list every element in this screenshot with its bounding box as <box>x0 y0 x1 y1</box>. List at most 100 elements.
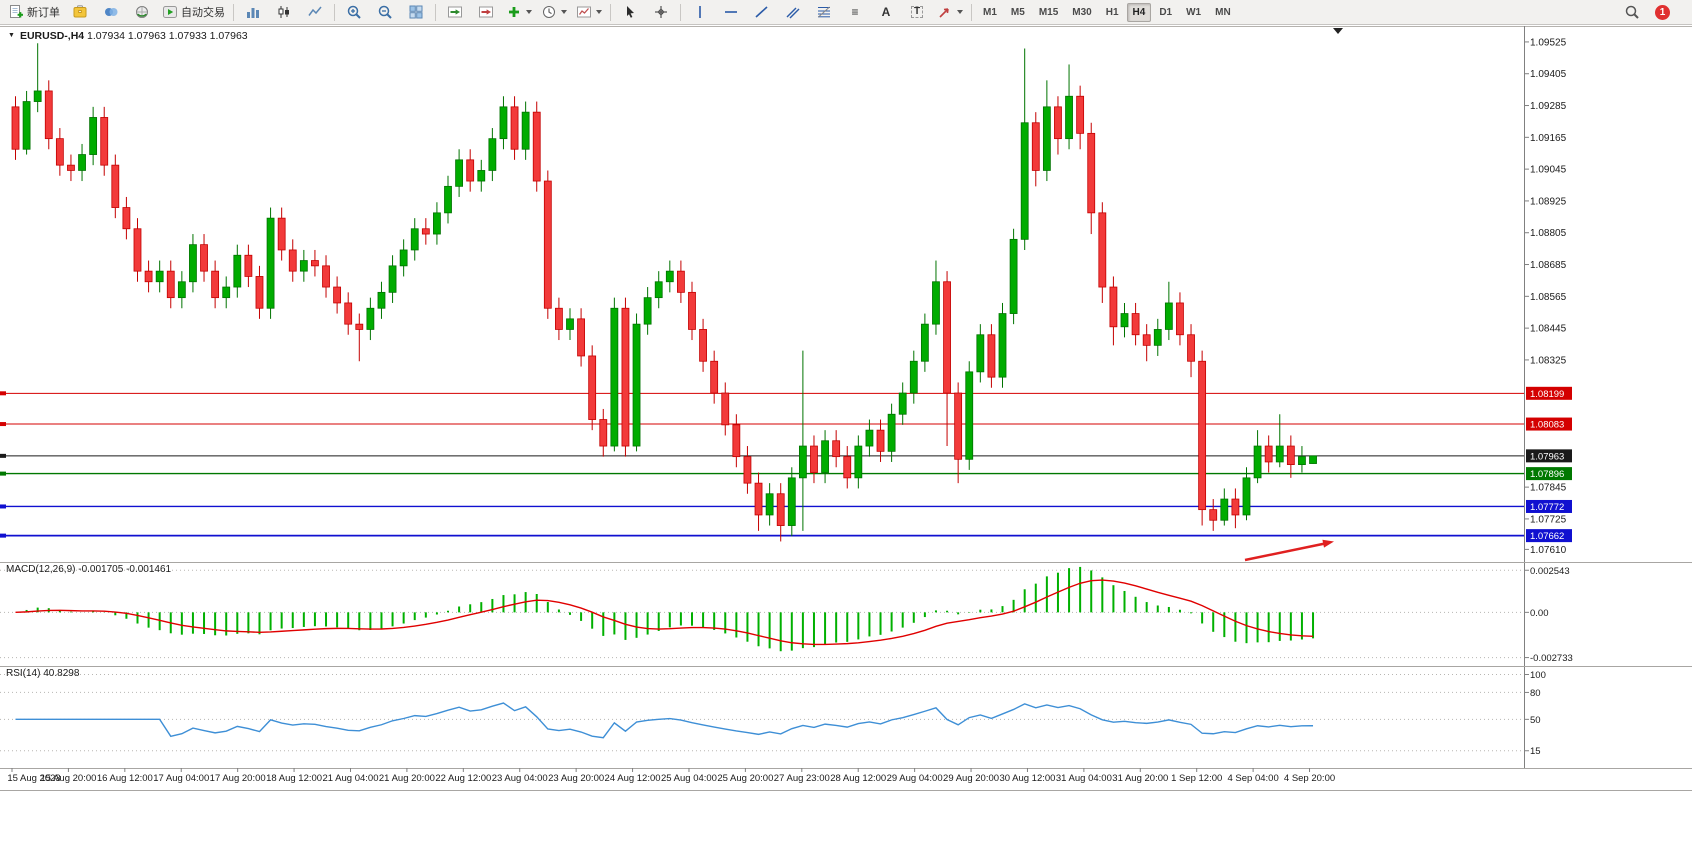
arrow-object-icon <box>939 8 949 18</box>
text-label-tool-button[interactable]: T <box>902 1 932 24</box>
svg-text:1.08805: 1.08805 <box>1530 228 1567 239</box>
crosshair-button[interactable] <box>646 1 676 24</box>
svg-text:1.07963: 1.07963 <box>1530 451 1564 462</box>
horizontal-line-icon <box>725 11 737 13</box>
svg-text:1.07610: 1.07610 <box>1530 545 1567 556</box>
symbol-dropdown-icon[interactable]: ▼ <box>8 32 15 39</box>
svg-text:15 Aug 2023: 15 Aug 2023 <box>7 773 60 784</box>
autoscroll-icon <box>448 6 462 18</box>
svg-text:1.09405: 1.09405 <box>1530 69 1567 80</box>
svg-text:17 Aug 04:00: 17 Aug 04:00 <box>153 773 209 784</box>
trend-arrow-annotation[interactable] <box>1244 539 1334 562</box>
svg-text:80: 80 <box>1530 688 1541 699</box>
candlestick-chart-icon <box>278 6 289 18</box>
toolbar-separator <box>233 3 234 21</box>
grid-tool-button[interactable]: ≡ <box>840 1 870 24</box>
trendline-tool-button[interactable] <box>747 1 777 24</box>
timeframe-button-w1[interactable]: W1 <box>1186 6 1202 18</box>
rsi-indicator-label: RSI(14) 40.8298 <box>6 668 79 679</box>
svg-text:1.07772: 1.07772 <box>1530 502 1564 513</box>
globe-icon <box>136 6 148 18</box>
toolbar-separator <box>971 3 972 21</box>
svg-text:1.09045: 1.09045 <box>1530 165 1567 176</box>
fibonacci-icon <box>818 6 830 18</box>
main-toolbar: 新订单 自动交易 <box>0 0 1692 25</box>
autoscroll-button[interactable] <box>440 1 470 24</box>
timeframe-button-mn[interactable]: MN <box>1215 6 1231 18</box>
vertical-line-tool-button[interactable] <box>685 1 715 24</box>
svg-text:1.08925: 1.08925 <box>1530 196 1567 207</box>
market-button[interactable] <box>65 1 95 24</box>
market-icon <box>73 5 87 18</box>
chart-shift-button[interactable] <box>471 1 501 24</box>
svg-text:28 Aug 12:00: 28 Aug 12:00 <box>830 773 886 784</box>
mql5-button[interactable] <box>127 1 157 24</box>
timeframe-button-h1[interactable]: H1 <box>1105 6 1119 18</box>
chart-shift-marker[interactable] <box>1333 28 1343 34</box>
templates-button[interactable] <box>572 1 606 24</box>
macd-panel: 0.002543 0.00 -0.002733 <box>0 566 1573 664</box>
autotrading-icon <box>163 6 177 18</box>
svg-text:1.08685: 1.08685 <box>1530 260 1567 271</box>
svg-text:-0.002733: -0.002733 <box>1530 653 1573 664</box>
candlestick-chart-button[interactable] <box>269 1 299 24</box>
timeframe-button-m15[interactable]: M15 <box>1038 6 1059 18</box>
bar-chart-button[interactable] <box>238 1 268 24</box>
timeframe-button-m1[interactable]: M1 <box>983 6 997 18</box>
notification-badge[interactable]: 1 <box>1655 4 1670 20</box>
community-button[interactable] <box>96 1 126 24</box>
autotrading-button[interactable]: 自动交易 <box>158 1 229 24</box>
search-button[interactable] <box>1617 1 1647 24</box>
timeframe-button-d1[interactable]: D1 <box>1159 6 1173 18</box>
text-tool-button[interactable]: A <box>871 1 901 24</box>
arrows-tool-button[interactable] <box>933 1 967 24</box>
toolbar-separator <box>610 3 611 21</box>
svg-text:15: 15 <box>1530 746 1541 757</box>
zoom-in-button[interactable] <box>339 1 369 24</box>
indicators-button[interactable] <box>502 1 536 24</box>
search-icon <box>1625 5 1639 19</box>
macd-values: -0.001705 -0.001461 <box>78 564 172 575</box>
toolbar-right-group: 1 <box>1617 1 1670 24</box>
cursor-button[interactable] <box>615 1 645 24</box>
timeframe-button-h4[interactable]: H4 <box>1126 2 1152 22</box>
zoom-in-icon <box>347 5 361 19</box>
text-label-icon: T <box>910 6 924 18</box>
dropdown-caret-icon <box>957 10 963 14</box>
new-order-button[interactable]: 新订单 <box>4 1 64 24</box>
dropdown-caret-icon <box>561 10 567 14</box>
vertical-line-icon <box>699 6 701 18</box>
macd-indicator-label: MACD(12,26,9) -0.001705 -0.001461 <box>6 564 171 575</box>
svg-text:1.07662: 1.07662 <box>1530 531 1564 542</box>
timeframe-button-m30[interactable]: M30 <box>1072 6 1092 18</box>
periods-button[interactable] <box>537 1 571 24</box>
svg-text:1.07845: 1.07845 <box>1530 483 1567 494</box>
svg-text:23 Aug 20:00: 23 Aug 20:00 <box>548 773 604 784</box>
channel-tool-button[interactable] <box>778 1 808 24</box>
svg-text:1.08445: 1.08445 <box>1530 324 1567 335</box>
svg-text:1.08083: 1.08083 <box>1530 420 1564 431</box>
svg-text:22 Aug 12:00: 22 Aug 12:00 <box>435 773 491 784</box>
text-icon: A <box>881 5 891 19</box>
rsi-name: RSI(14) <box>6 668 41 679</box>
svg-text:30 Aug 12:00: 30 Aug 12:00 <box>999 773 1055 784</box>
svg-text:21 Aug 04:00: 21 Aug 04:00 <box>322 773 378 784</box>
trendline-icon <box>755 6 768 18</box>
timeframe-button-m5[interactable]: M5 <box>1010 6 1025 18</box>
horizontal-line-tool-button[interactable] <box>716 1 746 24</box>
line-chart-button[interactable] <box>300 1 330 24</box>
tile-windows-button[interactable] <box>401 1 431 24</box>
bar-chart-icon <box>247 8 259 18</box>
equidistant-channel-icon <box>786 7 800 19</box>
svg-text:0.002543: 0.002543 <box>1530 566 1570 577</box>
zoom-out-button[interactable] <box>370 1 400 24</box>
clock-icon <box>543 6 555 18</box>
fibonacci-tool-button[interactable] <box>809 1 839 24</box>
chart-shift-icon <box>479 6 493 18</box>
toolbar-separator <box>680 3 681 21</box>
dropdown-caret-icon <box>596 10 602 14</box>
price-badges: 1.08199 1.08083 1.07963 1.07896 1.07772 1.076… <box>1526 386 1572 543</box>
toolbar-separator <box>334 3 335 21</box>
